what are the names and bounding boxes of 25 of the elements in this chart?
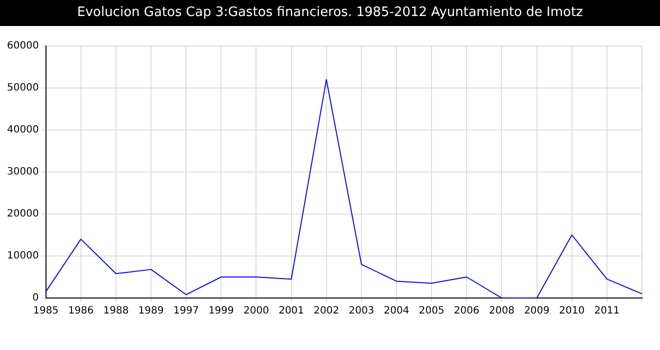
chart-title: Evolucion Gatos Cap 3:Gastos financieros. 1985-2012 Ayuntamiento de Imotz — [0, 0, 660, 26]
x-tick-label: 2008 — [488, 306, 514, 317]
x-tick-label: 1989 — [138, 306, 164, 317]
x-tick-label: 2002 — [314, 306, 340, 317]
x-tick-label: 2004 — [384, 306, 410, 317]
x-tick-label: 2011 — [594, 306, 620, 317]
x-tick-label: 2006 — [454, 306, 480, 317]
y-tick-label: 30000 — [7, 166, 39, 178]
x-tick-label: 1997 — [173, 306, 199, 317]
x-tick-label: 1986 — [68, 306, 94, 317]
y-tick-label: 50000 — [7, 82, 39, 94]
x-tick-label: 1988 — [103, 306, 129, 317]
x-tick-label: 2009 — [524, 306, 550, 317]
y-tick-label: 0 — [32, 292, 39, 304]
x-tick-label: 2000 — [244, 306, 269, 317]
x-tick-label: 2003 — [348, 306, 374, 317]
x-tick-label: 2005 — [418, 306, 444, 317]
y-tick-label: 60000 — [7, 40, 39, 52]
y-tick-label: 40000 — [7, 124, 39, 136]
x-tick-label: 2010 — [559, 306, 585, 317]
y-tick-label: 10000 — [7, 250, 39, 262]
x-tick-label: 1985 — [33, 306, 59, 317]
y-tick-label: 20000 — [7, 208, 39, 220]
x-tick-label: 2001 — [278, 306, 304, 317]
x-tick-label: 1999 — [208, 306, 234, 317]
